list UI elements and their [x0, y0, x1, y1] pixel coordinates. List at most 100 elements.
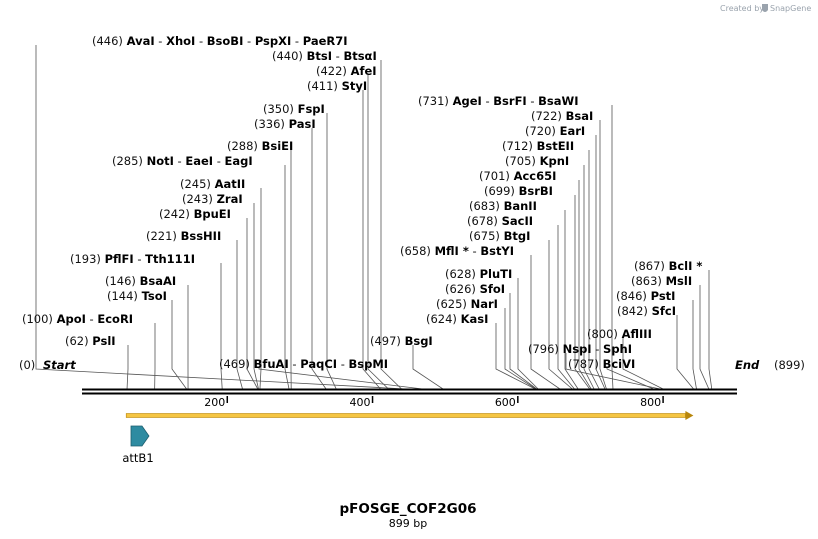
- cut-site-leader: [284, 165, 290, 390]
- end-label: End: [735, 358, 760, 372]
- enzyme-labels: (446) AvaI - XhoI - BsoBI - PspXI - PaeR…: [22, 34, 702, 371]
- enzyme-label: (683) BanII: [469, 199, 537, 213]
- cut-site-leader: [565, 353, 661, 390]
- attb1-feature-arrow[interactable]: [130, 425, 150, 447]
- axis-tick-label: 600: [495, 396, 516, 409]
- enzyme-label: (146) BsaAI: [105, 274, 176, 288]
- enzyme-label: (446) AvaI - XhoI - BsoBI - PspXI - PaeR…: [92, 34, 348, 48]
- cut-site-leader: [171, 300, 187, 390]
- cut-site-leader: [380, 60, 402, 390]
- cut-site-leader: [220, 263, 223, 390]
- feature-track: attB1: [122, 425, 154, 465]
- cut-site-leader: [595, 135, 606, 390]
- cut-site-leader: [367, 75, 389, 390]
- cut-site-leader: [126, 345, 129, 390]
- enzyme-label: (626) SfoI: [445, 282, 505, 296]
- sequence-backbone: [82, 388, 737, 395]
- enzyme-label: (712) BstEII: [502, 139, 574, 153]
- feature-label: attB1: [122, 451, 153, 465]
- enzyme-label: (705) KpnI: [505, 154, 569, 168]
- plasmid-name: pFOSGE_COF2G06: [339, 501, 476, 517]
- cut-site-leader: [236, 240, 243, 390]
- enzyme-label: (440) BtsI - BtsαI: [272, 49, 377, 63]
- cut-site-leader: [676, 315, 694, 390]
- enzyme-label: (100) ApoI - EcoRI: [22, 312, 133, 326]
- plasmid-length: 899 bp: [389, 517, 427, 530]
- cut-site-leader: [611, 105, 614, 390]
- enzyme-label: (336) PasI: [254, 117, 316, 131]
- cut-site-leaders: [35, 45, 713, 390]
- credit-brand: SnapGene: [770, 4, 811, 13]
- enzyme-label: (628) PluTI: [445, 267, 512, 281]
- start-position: (0): [19, 358, 35, 372]
- enzyme-label: (497) BsgI: [370, 334, 433, 348]
- enzyme-label: (193) PflFI - Tth111I: [70, 252, 195, 266]
- cut-site-leader: [606, 368, 654, 390]
- snapgene-credit: Created by SnapGene: [720, 4, 811, 13]
- enzyme-label: (699) BsrBI: [484, 184, 553, 198]
- cut-site-leader: [578, 180, 592, 390]
- enzyme-label: (288) BsiEI: [227, 139, 293, 153]
- cut-site-leader: [412, 345, 444, 390]
- cut-site-leader: [326, 113, 337, 390]
- cut-site-leader: [258, 368, 423, 390]
- start-label: Start: [43, 358, 76, 372]
- cut-site-leader: [574, 195, 591, 390]
- enzyme-label: (144) TsoI: [107, 289, 167, 303]
- cut-site-leader: [504, 308, 537, 390]
- enzyme-label: (678) SacII: [467, 214, 533, 228]
- enzyme-label: (720) EarI: [525, 124, 585, 138]
- cut-site-leader: [509, 293, 537, 390]
- cut-site-leader: [622, 338, 664, 390]
- cut-site-leader: [362, 90, 381, 390]
- cut-site-leader: [35, 45, 406, 390]
- enzyme-label: (242) BpuEI: [159, 207, 231, 221]
- enzyme-label: (846) PstI: [616, 289, 675, 303]
- cut-site-leader: [692, 300, 697, 390]
- enzyme-label: (787) BciVI: [568, 357, 635, 371]
- start-end-labels: (0) Start End (899): [19, 358, 805, 372]
- cut-site-leader: [311, 128, 327, 390]
- enzyme-label: (722) BsaI: [531, 109, 593, 123]
- enzyme-label: (221) BssHII: [146, 229, 221, 243]
- enzyme-label: (469) BfuAI - PaqCI - BspMI: [219, 357, 388, 371]
- snapgene-logo-icon: [762, 4, 768, 12]
- enzyme-label: (867) BclI *: [634, 259, 702, 273]
- cut-site-leader: [548, 240, 573, 390]
- axis-tick-label: 800: [640, 396, 661, 409]
- enzyme-label: (800) AflIII: [587, 327, 652, 341]
- cut-site-leader: [564, 210, 579, 390]
- cut-site-leader: [599, 120, 607, 390]
- enzyme-label: (842) SfcI: [617, 304, 676, 318]
- cut-site-leader: [583, 165, 595, 390]
- enzyme-label: (675) BtgI: [469, 229, 530, 243]
- cut-site-leader: [708, 270, 713, 390]
- enzyme-label: (62) PslI: [65, 334, 116, 348]
- credit-prefix: Created by: [720, 4, 764, 13]
- cut-site-leader: [588, 150, 600, 390]
- axis-tick-label: 400: [350, 396, 371, 409]
- cut-site-leader: [557, 225, 575, 390]
- cut-site-leader: [699, 285, 710, 390]
- enzyme-label: (625) NarI: [436, 297, 498, 311]
- enzyme-label: (285) NotI - EaeI - EagI: [112, 154, 253, 168]
- cut-site-leader: [495, 323, 536, 390]
- enzyme-label: (624) KasI: [426, 312, 488, 326]
- enzyme-label: (796) NspI - SphI: [528, 342, 632, 356]
- cut-site-leader: [530, 255, 561, 390]
- axis-ticks: 200 400 600 800: [204, 396, 664, 409]
- enzyme-label: (701) Acc65I: [479, 169, 556, 183]
- enzyme-label: (243) ZraI: [182, 192, 243, 206]
- enzyme-label: (411) StyI: [307, 79, 367, 93]
- enzyme-label: (350) FspI: [263, 102, 325, 116]
- axis-tick-label: 200: [204, 396, 225, 409]
- orf-bar[interactable]: [125, 413, 686, 418]
- cut-site-leader: [517, 278, 539, 390]
- orf-track: [125, 411, 694, 420]
- cut-site-leader: [246, 218, 259, 390]
- orf-arrowhead-icon: [685, 411, 694, 420]
- enzyme-label: (245) AatII: [180, 177, 245, 191]
- cut-site-leader: [253, 203, 259, 390]
- enzyme-label: (658) MflI * - BstYI: [400, 244, 514, 258]
